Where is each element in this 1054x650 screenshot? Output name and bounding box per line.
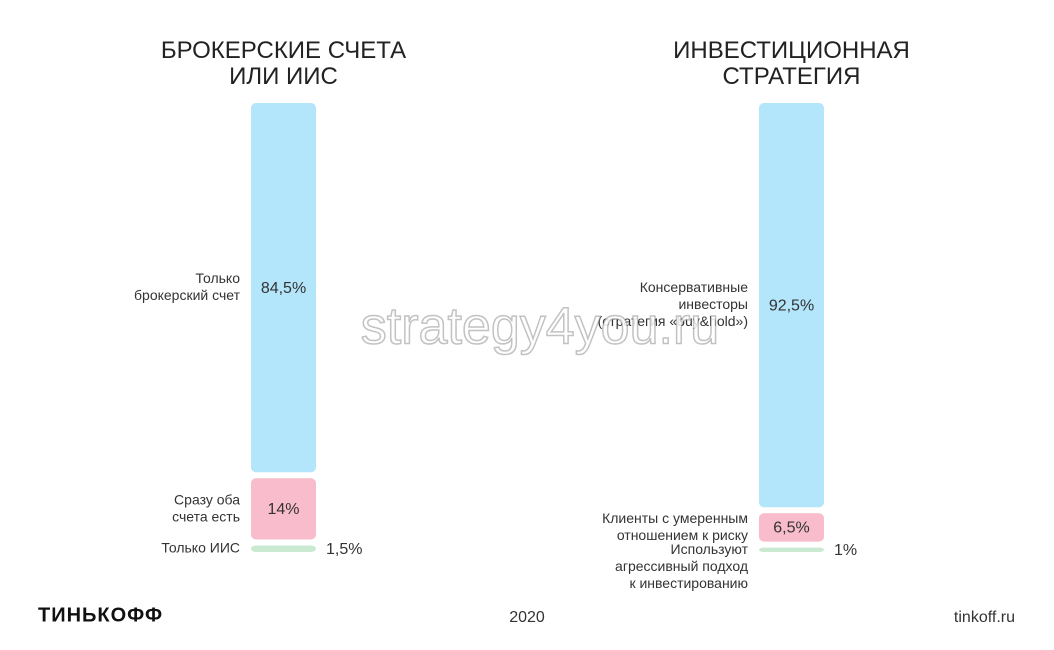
watermark: strategy4you.ru — [361, 298, 719, 356]
category-label: Клиенты с умеренным отношением к риску — [602, 510, 748, 543]
category-label: Только ИИС — [161, 539, 240, 555]
value-label: 6,5% — [773, 520, 809, 537]
value-label: 1,5% — [326, 541, 362, 558]
value-label: 1% — [834, 542, 857, 559]
chart-title: БРОКЕРСКИЕ СЧЕТА ИЛИ ИИС — [161, 37, 406, 90]
bar-segment — [759, 547, 824, 552]
logo: ТИНЬКОФФ — [38, 604, 163, 626]
value-label: 14% — [267, 501, 299, 518]
chart-title: ИНВЕСТИЦИОННАЯ СТРАТЕГИЯ — [673, 37, 910, 90]
bar-segment — [759, 103, 824, 508]
site: tinkoff.ru — [954, 609, 1015, 626]
category-label: Консервативные инвесторы (стратегия «buy&h… — [598, 279, 749, 329]
bar-segment — [251, 103, 316, 473]
category-label: Сразу оба счета есть — [172, 491, 240, 524]
value-label: 92,5% — [769, 297, 814, 314]
year: 2020 — [509, 609, 545, 626]
bar-segment — [251, 478, 316, 540]
bar-segment — [759, 513, 824, 542]
category-label: Используют агрессивный подход к инвестиров… — [615, 541, 749, 591]
value-label: 84,5% — [261, 280, 306, 297]
category-label: Только брокерский счет — [134, 270, 241, 303]
bar-segment — [251, 545, 316, 552]
